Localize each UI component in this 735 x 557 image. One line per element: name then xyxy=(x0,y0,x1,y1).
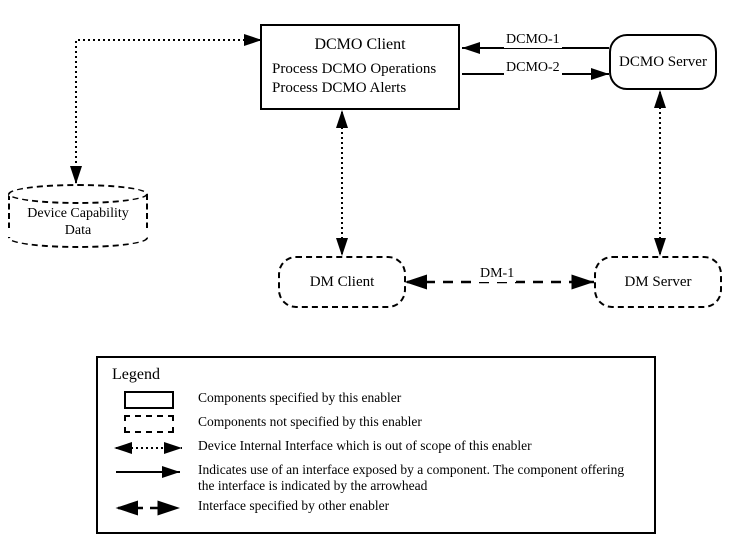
legend-row-dashed-box: Components not specified by this enabler xyxy=(112,414,640,434)
legend-row-dotted-line: Device Internal Interface which is out o… xyxy=(112,438,640,458)
legend-symbol-solid-arrow xyxy=(114,464,184,480)
edge-label-dm1: DM-1 xyxy=(478,266,516,282)
legend-row-dashed-arrow: Interface specified by other enabler xyxy=(112,498,640,518)
dcmo-server-title: DCMO Server xyxy=(619,54,707,71)
capability-line2: Data xyxy=(65,223,91,238)
legend-title: Legend xyxy=(112,366,640,384)
dcmo-client-line1: Process DCMO Operations xyxy=(272,60,436,79)
dm-client-title: DM Client xyxy=(310,274,375,291)
legend-symbol-solid-box xyxy=(124,391,174,409)
legend-text-1: Components specified by this enabler xyxy=(198,390,640,406)
legend-symbol-dashed-box xyxy=(124,415,174,433)
legend-symbol-dotted-line xyxy=(114,440,184,456)
legend-row-solid-arrow: Indicates use of an interface exposed by… xyxy=(112,462,640,494)
legend-symbol-dashed-arrow xyxy=(114,500,184,516)
device-capability-node: Device Capability Data xyxy=(8,184,148,248)
legend-text-5: Interface specified by other enabler xyxy=(198,498,640,514)
dcmo-client-title: DCMO Client xyxy=(314,36,405,54)
legend-text-3: Device Internal Interface which is out o… xyxy=(198,438,640,454)
dcmo-server-node: DCMO Server xyxy=(609,34,717,90)
dcmo-client-line2: Process DCMO Alerts xyxy=(272,79,406,98)
legend-text-4: Indicates use of an interface exposed by… xyxy=(198,462,640,494)
dcmo-client-node: DCMO Client Process DCMO Operations Proc… xyxy=(260,24,460,110)
capability-line1: Device Capability xyxy=(27,206,128,221)
dm-server-node: DM Server xyxy=(594,256,722,308)
legend-row-solid-box: Components specified by this enabler xyxy=(112,390,640,410)
edge-label-dcmo1: DCMO-1 xyxy=(504,32,562,48)
dm-server-title: DM Server xyxy=(624,274,691,291)
edge-label-dcmo2: DCMO-2 xyxy=(504,60,562,76)
dm-client-node: DM Client xyxy=(278,256,406,308)
legend-text-2: Components not specified by this enabler xyxy=(198,414,640,430)
legend-box: Legend Components specified by this enab… xyxy=(96,356,656,534)
